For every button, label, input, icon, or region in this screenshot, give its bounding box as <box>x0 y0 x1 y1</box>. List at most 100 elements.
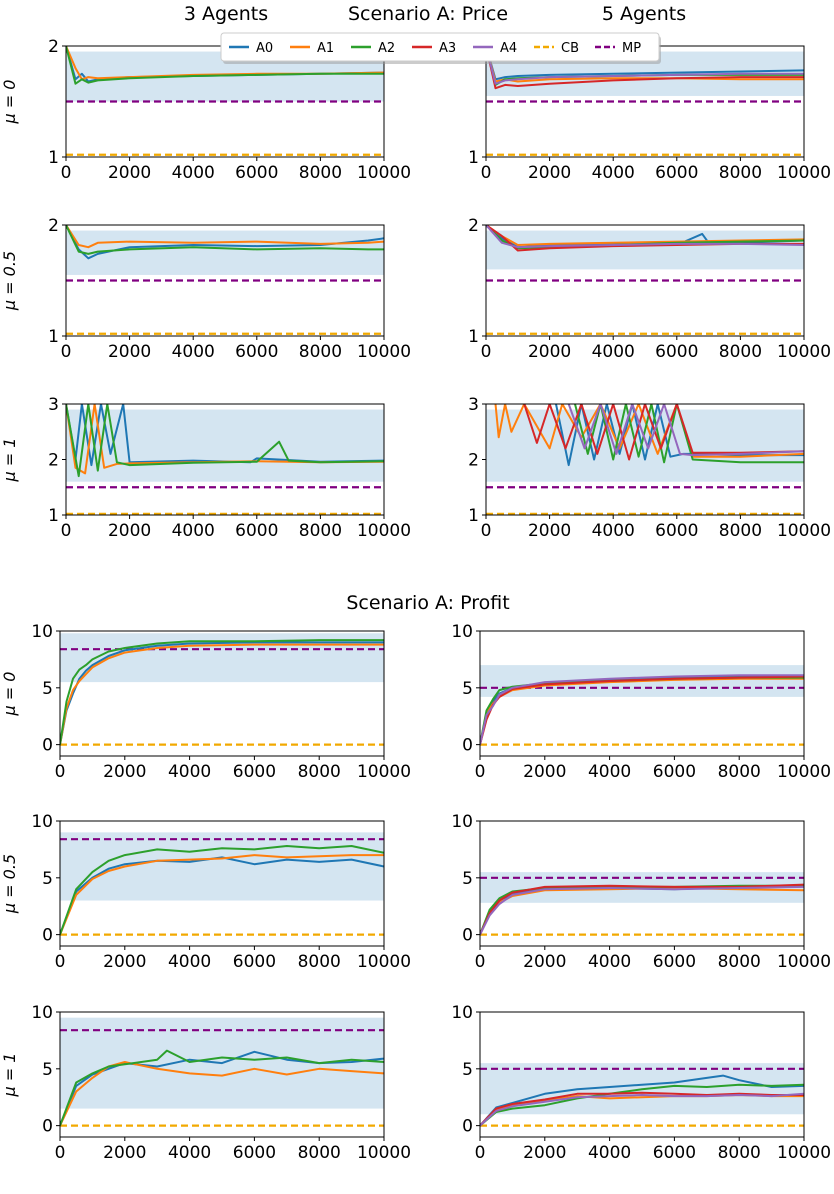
series-line-a2 <box>480 1083 804 1127</box>
x-tick-label: 4000 <box>172 521 215 541</box>
y-axis-label: μ = 1 <box>0 438 19 483</box>
x-tick-label: 10000 <box>357 342 411 362</box>
panel-profit-5-mu05: 0 2000 4000 6000 8000 10000 0 5 10 <box>451 812 831 972</box>
series-line-a4 <box>480 885 804 936</box>
panel-price-5-mu1: 0 2000 4000 6000 8000 10000 1 2 3 <box>468 395 831 541</box>
series-line-a1 <box>60 643 384 745</box>
x-tick-label: 10000 <box>777 1143 831 1163</box>
x-tick-label: 4000 <box>588 762 631 782</box>
legend-label-a2: A2 <box>378 41 395 56</box>
series-line-a1 <box>60 854 384 935</box>
y-tick-label: 0 <box>42 736 53 756</box>
y-tick-label: 5 <box>462 869 473 889</box>
x-tick-label: 4000 <box>592 163 635 183</box>
y-axis-label: μ = 0 <box>0 80 19 125</box>
variance-band <box>60 832 384 901</box>
profit-section-title: Scenario A: Profit <box>346 592 509 614</box>
axes-frame <box>479 820 805 947</box>
x-tick-label: 10000 <box>777 952 831 972</box>
panel-profit-3-mu05: 0 2000 4000 6000 8000 10000 0 5 10 μ = 0.5 <box>0 812 411 972</box>
x-tick-label: 6000 <box>233 762 276 782</box>
x-tick-label: 4000 <box>588 1143 631 1163</box>
x-tick-label: 2000 <box>523 952 566 972</box>
x-tick-label: 10000 <box>777 342 831 362</box>
legend-label-a0: A0 <box>256 41 273 56</box>
series-line-a2 <box>60 639 384 745</box>
x-tick-label: 4000 <box>172 342 215 362</box>
series-line-a4 <box>486 46 804 85</box>
series-line-a2 <box>60 845 384 935</box>
x-tick-label: 6000 <box>655 342 698 362</box>
legend-label-a3: A3 <box>439 41 456 56</box>
x-tick-label: 6000 <box>233 1143 276 1163</box>
series-line-a0 <box>480 1074 804 1127</box>
x-tick-label: 8000 <box>719 342 762 362</box>
y-tick-label: 0 <box>462 1117 473 1137</box>
legend-box <box>220 32 660 62</box>
x-tick-label: 8000 <box>299 342 342 362</box>
series-line-a0 <box>66 404 384 467</box>
axes-frame <box>485 224 805 337</box>
panel-price-3-mu1: 0 2000 4000 6000 8000 10000 1 2 3 μ = 1 <box>0 395 411 541</box>
x-tick-label: 8000 <box>719 163 762 183</box>
y-tick-label: 2 <box>48 37 59 57</box>
x-tick-label: 0 <box>475 1143 486 1163</box>
series-line-a0 <box>60 856 384 935</box>
y-tick-label: 2 <box>48 216 59 236</box>
panel-profit-3-mu0: 0 2000 4000 6000 8000 10000 0 5 10 μ = 0 <box>0 622 411 782</box>
y-tick-label: 0 <box>462 926 473 946</box>
x-tick-label: 6000 <box>653 1143 696 1163</box>
legend-label-a4: A4 <box>500 41 517 56</box>
y-tick-label: 1 <box>48 148 59 168</box>
x-tick-label: 4000 <box>592 521 635 541</box>
x-tick-label: 8000 <box>718 1143 761 1163</box>
y-tick-label: 2 <box>48 451 59 471</box>
x-tick-label: 10000 <box>777 163 831 183</box>
axes-frame <box>65 224 385 337</box>
x-tick-label: 10000 <box>357 1143 411 1163</box>
x-tick-label: 10000 <box>357 762 411 782</box>
x-tick-label: 10000 <box>357 952 411 972</box>
x-tick-label: 0 <box>481 163 492 183</box>
y-tick-label: 1 <box>468 506 479 526</box>
panel-profit-5-mu0: 0 2000 4000 6000 8000 10000 0 5 10 <box>451 622 831 782</box>
x-tick-label: 2000 <box>528 163 571 183</box>
x-tick-label: 0 <box>481 342 492 362</box>
y-axis-label: μ = 0.5 <box>0 854 19 914</box>
x-tick-label: 0 <box>475 952 486 972</box>
series-line-a1 <box>480 677 804 745</box>
y-axis-label: μ = 1 <box>0 1053 19 1098</box>
column-title-3-agents: 3 Agents <box>184 3 268 25</box>
x-tick-label: 2000 <box>103 1143 146 1163</box>
y-tick-label: 0 <box>42 1117 53 1137</box>
x-tick-label: 8000 <box>718 952 761 972</box>
x-tick-label: 8000 <box>299 521 342 541</box>
x-tick-label: 4000 <box>168 952 211 972</box>
series-line-a3 <box>523 404 804 461</box>
y-tick-label: 5 <box>42 1060 53 1080</box>
y-tick-label: 10 <box>451 622 473 642</box>
x-tick-label: 10000 <box>357 521 411 541</box>
legend: A0 A1 A2 A3 A4 CB MP <box>220 32 661 64</box>
legend-label-a1: A1 <box>317 41 334 56</box>
x-tick-label: 4000 <box>588 952 631 972</box>
x-tick-label: 2000 <box>108 342 151 362</box>
y-tick-label: 5 <box>462 679 473 699</box>
x-tick-label: 2000 <box>108 163 151 183</box>
x-tick-label: 6000 <box>235 521 278 541</box>
x-tick-label: 8000 <box>298 952 341 972</box>
series-line-a1 <box>66 225 384 249</box>
series-line-a4 <box>486 225 804 249</box>
axes-frame <box>59 820 385 947</box>
x-tick-label: 6000 <box>653 952 696 972</box>
y-tick-label: 10 <box>451 1003 473 1023</box>
legend-label-mp: MP <box>622 41 641 56</box>
series-line-a0 <box>486 46 804 81</box>
y-tick-label: 10 <box>31 622 53 642</box>
series-line-a0 <box>60 641 384 745</box>
series-line-a1 <box>486 46 804 83</box>
y-tick-label: 5 <box>42 869 53 889</box>
series-line-a1 <box>60 1061 384 1127</box>
x-tick-label: 0 <box>61 521 72 541</box>
x-tick-label: 0 <box>475 762 486 782</box>
